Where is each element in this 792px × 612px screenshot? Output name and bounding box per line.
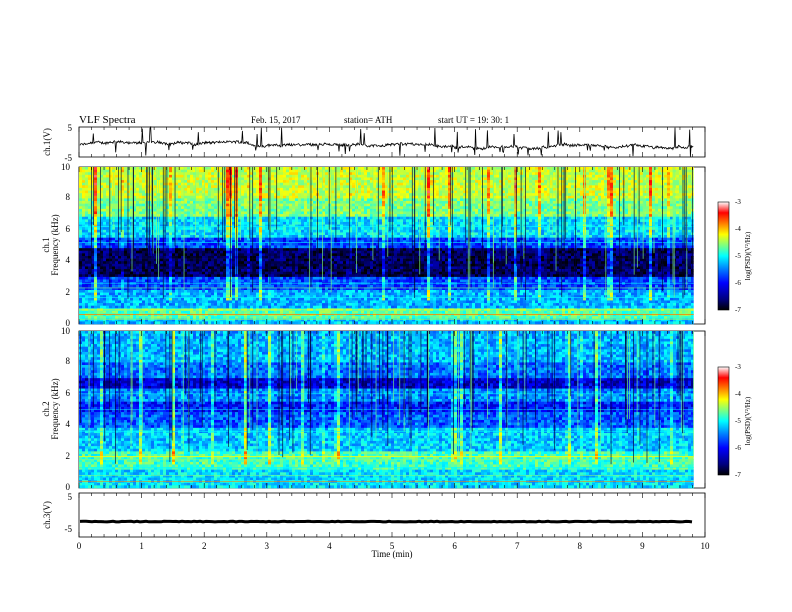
time-tick-label: 10 [701, 541, 711, 551]
ch1-spectrogram-heatmap [79, 167, 694, 325]
ch2-freq-tick-2: 2 [66, 451, 71, 461]
time-tick-label: 0 [77, 541, 82, 551]
ch1-freq-tick-8: 8 [66, 192, 71, 202]
ch1-spectrogram-ylabel: Frequency (kHz) [50, 214, 60, 275]
ch3-waveform-panel: 5 -5 ch.3(V) [42, 492, 706, 538]
ch3-ytick-bottom: -5 [65, 524, 73, 534]
ch1-cbar-tick: -3 [735, 198, 741, 206]
ch2-freq-tick-6: 6 [66, 388, 71, 398]
time-tick-label: 9 [640, 541, 645, 551]
ch1-ytick-bottom: -5 [65, 153, 73, 163]
ch2-colorbar: -3 -4 -5 -6 -7 log(PSD)(V²/Hz) [717, 363, 752, 479]
ch2-cbar-tick: -5 [735, 417, 741, 425]
time-axis-ticks: 0 1 2 3 4 5 6 7 8 9 10 [77, 541, 710, 551]
figure-title: VLF Spectra [79, 114, 136, 126]
time-tick-label: 2 [202, 541, 207, 551]
ch3-ytick-top: 5 [68, 492, 73, 502]
ch2-spectrogram-panel: 0 2 4 6 8 10 ch.2 Frequency (kHz) [41, 326, 706, 492]
figure-start-time: start UT = 19: 30: 1 [438, 115, 509, 125]
ch1-freq-tick-2: 2 [66, 287, 71, 297]
ch2-spectrogram-channel-label: ch.2 [41, 401, 51, 416]
time-axis-label: Time (min) [372, 549, 413, 559]
time-tick-label: 8 [578, 541, 583, 551]
ch1-colorbar: -3 -4 -5 -6 -7 log(PSD)(V²/Hz) [717, 198, 752, 314]
ch1-freq-tick-0: 0 [66, 318, 71, 328]
ch2-cbar-tick: -7 [735, 471, 741, 479]
figure-station: station= ATH [344, 115, 393, 125]
ch2-freq-tick-8: 8 [66, 356, 71, 366]
ch1-freq-tick-6: 6 [66, 224, 71, 234]
ch2-freq-tick-10: 10 [61, 326, 71, 336]
time-tick-label: 6 [452, 541, 457, 551]
ch1-waveform-line [79, 125, 694, 157]
ch1-colorbar-label: log(PSD)(V²/Hz) [744, 231, 752, 280]
ch2-cbar-tick: -6 [735, 444, 741, 452]
time-tick-label: 5 [390, 541, 395, 551]
ch3-waveform-line [79, 519, 693, 524]
ch1-waveform-panel: 5 -5 ch.1(V) [42, 123, 706, 163]
ch1-cbar-tick: -7 [735, 306, 741, 314]
ch1-freq-tick-4: 4 [66, 255, 71, 265]
ch2-spectrogram-ylabel: Frequency (kHz) [50, 378, 60, 439]
ch2-freq-tick-0: 0 [66, 482, 71, 492]
ch1-ylabel: ch.1(V) [42, 128, 52, 156]
ch1-spectrogram-panel: 0 2 4 6 8 10 ch.1 Frequency (kHz) [41, 162, 706, 328]
ch2-freq-tick-4: 4 [66, 419, 71, 429]
ch3-ylabel: ch.3(V) [42, 501, 52, 529]
ch2-spectrogram-heatmap [79, 331, 694, 489]
ch1-spectrogram-channel-label: ch.1 [41, 237, 51, 252]
time-tick-label: 7 [515, 541, 520, 551]
time-tick-label: 1 [139, 541, 144, 551]
ch2-cbar-tick: -4 [735, 390, 741, 398]
ch2-cbar-tick: -3 [735, 363, 741, 371]
ch1-freq-tick-10: 10 [61, 162, 71, 172]
ch1-cbar-tick: -4 [735, 225, 741, 233]
ch1-cbar-tick: -5 [735, 252, 741, 260]
ch1-cbar-tick: -6 [735, 279, 741, 287]
time-tick-label: 4 [327, 541, 332, 551]
ch1-ytick-top: 5 [68, 123, 73, 133]
time-tick-label: 3 [265, 541, 270, 551]
figure-date: Feb. 15, 2017 [251, 115, 301, 125]
ch2-colorbar-label: log(PSD)(V²/Hz) [744, 396, 752, 445]
